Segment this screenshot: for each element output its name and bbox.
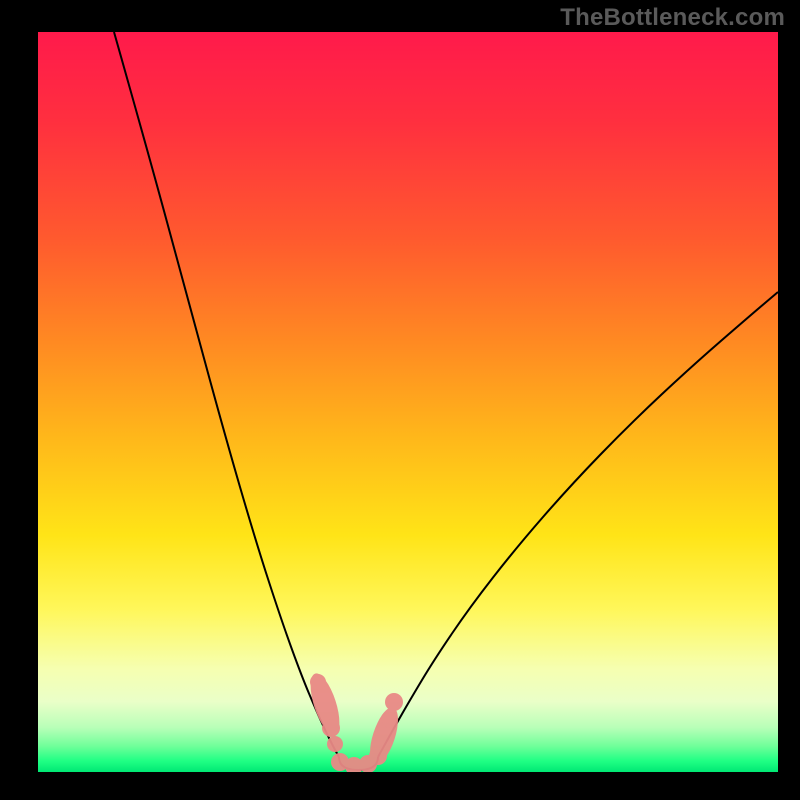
curve-right-branch — [378, 292, 778, 757]
marker-blobs — [305, 670, 404, 772]
curve-layer — [38, 32, 778, 772]
watermark-text: TheBottleneck.com — [560, 4, 785, 32]
curve-left-branch — [114, 32, 339, 757]
plot-area — [38, 32, 778, 772]
